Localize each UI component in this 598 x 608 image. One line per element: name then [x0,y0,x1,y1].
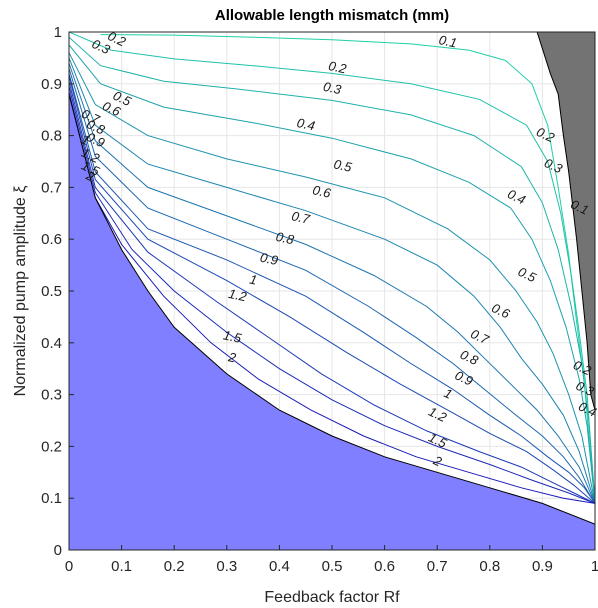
x-axis-ticks: 0 0.1 0.2 0.3 0.4 0.5 0.6 0.7 0.8 0.9 1 [65,545,598,575]
contour-label: 0.6 [489,300,512,322]
contour-label: 0.2 [327,58,349,77]
x-tick-label: 0.9 [532,558,553,575]
contour-line [69,57,595,504]
invalid-region [69,94,595,550]
contour-label: 0.4 [296,115,317,133]
contour-label: 1.5 [426,430,449,452]
contour-label: 0.2 [105,28,128,50]
y-tick-label: 0.6 [41,231,62,248]
contour-label: 0.6 [311,182,333,201]
invalid-region-edge [69,94,595,525]
contour-label: 0.1 [438,32,459,50]
x-tick-label: 0.3 [216,558,237,575]
contour-label: 0.9 [84,129,107,150]
y-tick-label: 0.9 [41,76,62,93]
contour-label: 0.4 [505,186,528,207]
contour-label: 0.3 [90,36,113,58]
chart-title: Allowable length mismatch (mm) [215,7,449,24]
contour-label: 0.3 [322,79,344,98]
contour-label: 0.7 [290,208,312,227]
contour-line [69,36,595,504]
x-tick-label: 0.2 [164,558,185,575]
contour-label: 1.5 [79,158,102,180]
x-tick-label: 0.7 [427,558,448,575]
regions [69,32,595,550]
x-tick-label: 0.1 [111,558,132,575]
contour-label: 0.8 [84,116,107,138]
y-tick-label: 0 [54,542,62,559]
y-tick-label: 0.2 [41,438,62,455]
contour-label: 0.1 [568,197,591,218]
contour-label: 0.8 [274,229,296,248]
y-tick-label: 0.1 [41,490,62,507]
contour-label: 0.7 [468,326,491,348]
x-tick-label: 0.4 [269,558,290,575]
contour-label: 0.2 [534,124,557,146]
unstable-region [537,32,595,411]
y-tick-label: 0.7 [41,179,62,196]
contour-label: 1.5 [222,327,244,346]
contour-label: 0.5 [111,88,134,110]
contour-label: 1 [248,272,258,288]
y-tick-label: 0.4 [41,335,62,352]
x-tick-label: 0.8 [479,558,500,575]
contour-label: 0.8 [458,347,481,369]
contour-label: 1.2 [426,404,449,426]
contour-line [69,81,595,504]
y-axis-ticks: 0 0.1 0.2 0.3 0.4 0.5 0.6 0.7 0.8 0.9 1 [41,24,74,559]
contour-label: 0.2 [571,357,594,379]
boundary-lines [69,32,595,525]
contour-line [69,86,595,504]
x-tick-label: 0.6 [374,558,395,575]
contour-label: 2 [226,349,238,366]
x-tick-label: 0.5 [322,558,343,575]
contour-label: 0.6 [100,98,123,120]
contour-line [69,75,595,504]
contour-label: 0.3 [574,378,597,400]
y-tick-label: 0.8 [41,128,62,145]
y-tick-label: 1 [54,24,62,41]
contour-label: 1.2 [79,145,102,167]
contour-lines [69,32,595,504]
contour-label: 0.5 [332,156,354,175]
contour-line [69,68,595,504]
contour-label: 0.9 [259,250,280,268]
contour-label: 0.5 [516,264,539,286]
contour-line [69,73,595,504]
contour-line [69,44,595,504]
contour-label: 0.3 [542,155,565,177]
contour-line [69,52,595,504]
contour-label: 0.9 [453,367,476,388]
contour-line [69,62,595,504]
y-axis-label: Normalized pump amplitude ξ [12,186,29,397]
y-tick-label: 0.5 [41,283,62,300]
y-tick-label: 0.3 [41,387,62,404]
contour-labels: 0.10.20.30.40.50.60.70.80.911.21.520.20.… [79,28,598,469]
contour-line [69,32,595,504]
contour-label: 0.4 [576,399,598,420]
contour-label: 0.7 [79,106,102,128]
contour-label: 1.2 [227,286,249,305]
x-tick-label: 1 [591,558,598,575]
unstable-region-edge [536,32,595,411]
x-tick-label: 0 [65,558,73,575]
contour-line [69,91,595,504]
x-axis-label: Feedback factor Rf [264,589,400,606]
